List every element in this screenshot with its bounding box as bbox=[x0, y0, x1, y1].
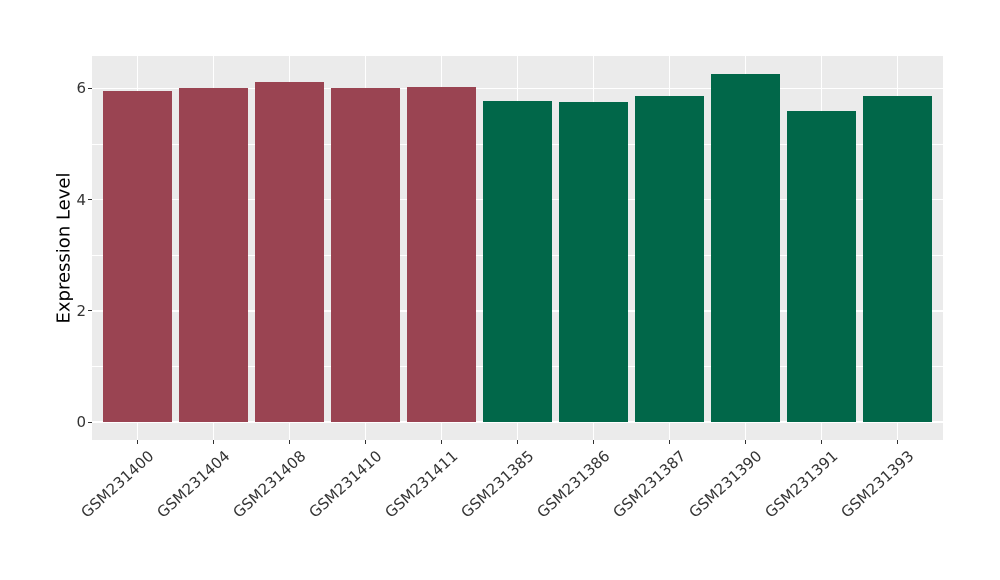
bar-GSM231393 bbox=[863, 95, 932, 423]
x-tick-mark-GSM231411 bbox=[440, 440, 443, 444]
bar-GSM231387 bbox=[635, 96, 704, 423]
bar-GSM231391 bbox=[787, 110, 856, 423]
x-tick-label-GSM231390: GSM231390 bbox=[685, 447, 766, 522]
x-tick-label-GSM231408: GSM231408 bbox=[229, 447, 310, 522]
bar-GSM231400 bbox=[103, 91, 172, 423]
x-tick-mark-GSM231408 bbox=[288, 440, 291, 444]
x-tick-mark-GSM231386 bbox=[592, 440, 595, 444]
x-tick-mark-GSM231391 bbox=[820, 440, 823, 444]
x-tick-mark-GSM231385 bbox=[516, 440, 519, 444]
bar-GSM231411 bbox=[407, 86, 476, 423]
y-tick-mark-0 bbox=[88, 421, 92, 423]
x-tick-label-GSM231385: GSM231385 bbox=[457, 447, 538, 522]
x-tick-label-GSM231404: GSM231404 bbox=[153, 447, 234, 522]
bar-GSM231408 bbox=[255, 82, 324, 423]
bar-GSM231390 bbox=[711, 74, 780, 423]
x-tick-mark-GSM231410 bbox=[364, 440, 367, 444]
y-tick-label-6: 6 bbox=[76, 79, 86, 98]
x-tick-label-GSM231411: GSM231411 bbox=[381, 447, 462, 522]
x-tick-mark-GSM231404 bbox=[212, 440, 215, 444]
y-tick-mark-6 bbox=[88, 87, 92, 89]
y-tick-label-4: 4 bbox=[76, 190, 86, 209]
y-tick-mark-4 bbox=[88, 198, 92, 201]
x-tick-label-GSM231393: GSM231393 bbox=[837, 447, 918, 522]
x-tick-mark-GSM231390 bbox=[744, 440, 747, 444]
x-tick-label-GSM231387: GSM231387 bbox=[609, 447, 690, 522]
bar-GSM231410 bbox=[331, 88, 400, 423]
bar-GSM231386 bbox=[559, 102, 628, 423]
x-tick-label-GSM231391: GSM231391 bbox=[761, 447, 842, 522]
x-tick-label-GSM231400: GSM231400 bbox=[77, 447, 158, 522]
x-tick-mark-GSM231393 bbox=[896, 440, 898, 444]
x-tick-label-GSM231410: GSM231410 bbox=[305, 447, 386, 522]
y-tick-mark-2 bbox=[88, 310, 92, 312]
bar-GSM231404 bbox=[179, 88, 248, 423]
x-tick-mark-GSM231400 bbox=[136, 440, 139, 444]
x-tick-label-GSM231386: GSM231386 bbox=[533, 447, 614, 522]
plot-panel bbox=[92, 56, 943, 440]
x-tick-mark-GSM231387 bbox=[668, 440, 671, 444]
y-tick-label-2: 2 bbox=[76, 301, 86, 320]
bar-GSM231385 bbox=[483, 101, 552, 423]
y-tick-label-0: 0 bbox=[76, 413, 86, 432]
